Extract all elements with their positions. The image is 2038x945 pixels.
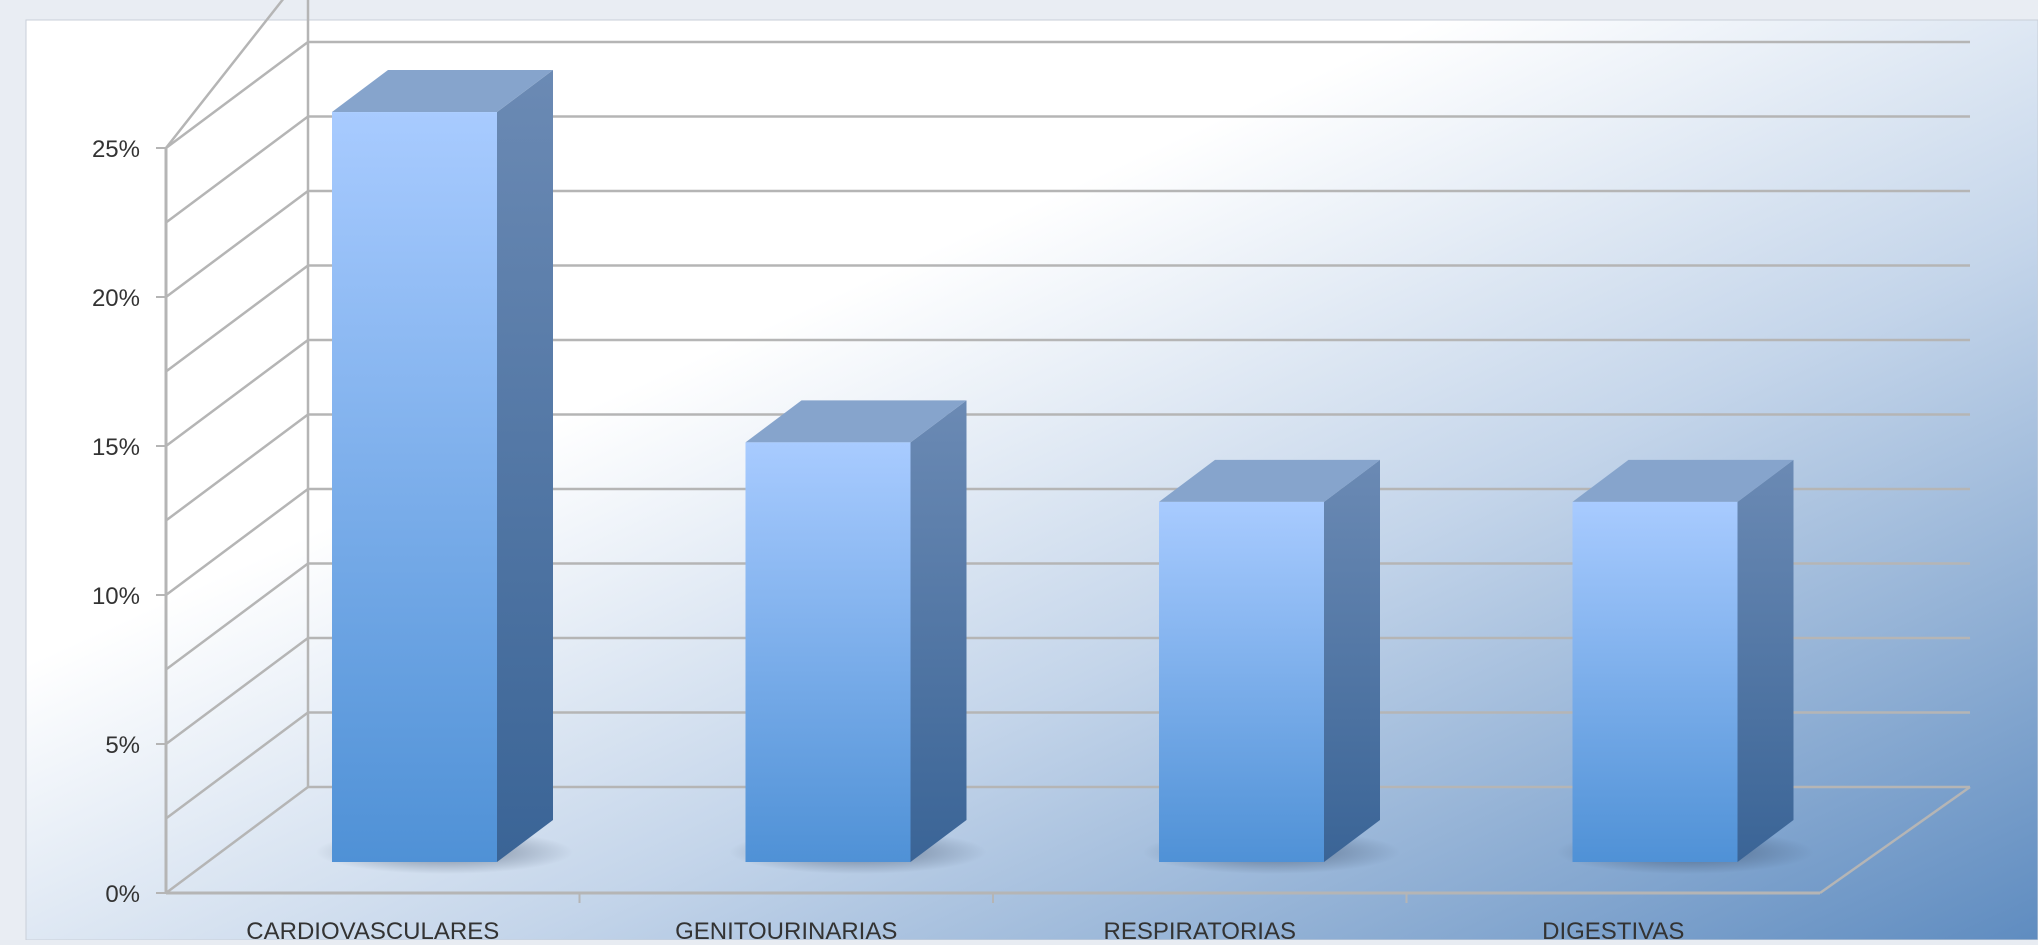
bar-top [1159, 459, 1380, 502]
y-tick-label: 5% [105, 732, 140, 759]
bar-side [497, 70, 553, 863]
bar-side [1324, 459, 1380, 862]
x-category-label: GENITOURINARIAS [675, 918, 897, 940]
grid-diagonal [165, 115, 309, 224]
x-category-label: DIGESTIVAS [1542, 918, 1684, 940]
floor-right-edge [1819, 785, 1971, 895]
bars [315, 70, 1814, 874]
bar-side [910, 400, 967, 862]
bar-top [332, 70, 553, 113]
grid-diagonal [165, 40, 309, 150]
grid-diagonal [165, 338, 309, 448]
top-diagonal [165, 0, 285, 149]
x-category-label: CARDIOVASCULARES [246, 918, 499, 940]
bar-side [1737, 459, 1794, 862]
y-tick-label: 25% [92, 136, 140, 163]
y-tick-label: 20% [92, 285, 140, 312]
bar-front [1572, 501, 1738, 862]
bar-front [1159, 501, 1324, 862]
bar-top [1572, 459, 1794, 502]
grid-diagonal [165, 264, 309, 373]
y-tick-label: 10% [92, 583, 140, 610]
y-tick-label: 15% [92, 434, 140, 461]
grid-diagonal [165, 785, 309, 895]
y-tick-label: 0% [105, 881, 140, 908]
bar-front [745, 442, 911, 862]
y-axis-tick-labels: 0% 5% 10% 15% 20% 25% [92, 136, 166, 908]
grid-diagonal [165, 487, 309, 597]
grid-diagonal [165, 562, 309, 671]
grid-diagonal [165, 189, 309, 299]
grid-diagonal [165, 711, 309, 820]
grid-diagonal [165, 413, 309, 522]
grid-diagonal [165, 636, 309, 746]
x-category-label: RESPIRATORIAS [1104, 918, 1297, 940]
bar-top [745, 400, 967, 443]
bar-front [332, 112, 497, 863]
